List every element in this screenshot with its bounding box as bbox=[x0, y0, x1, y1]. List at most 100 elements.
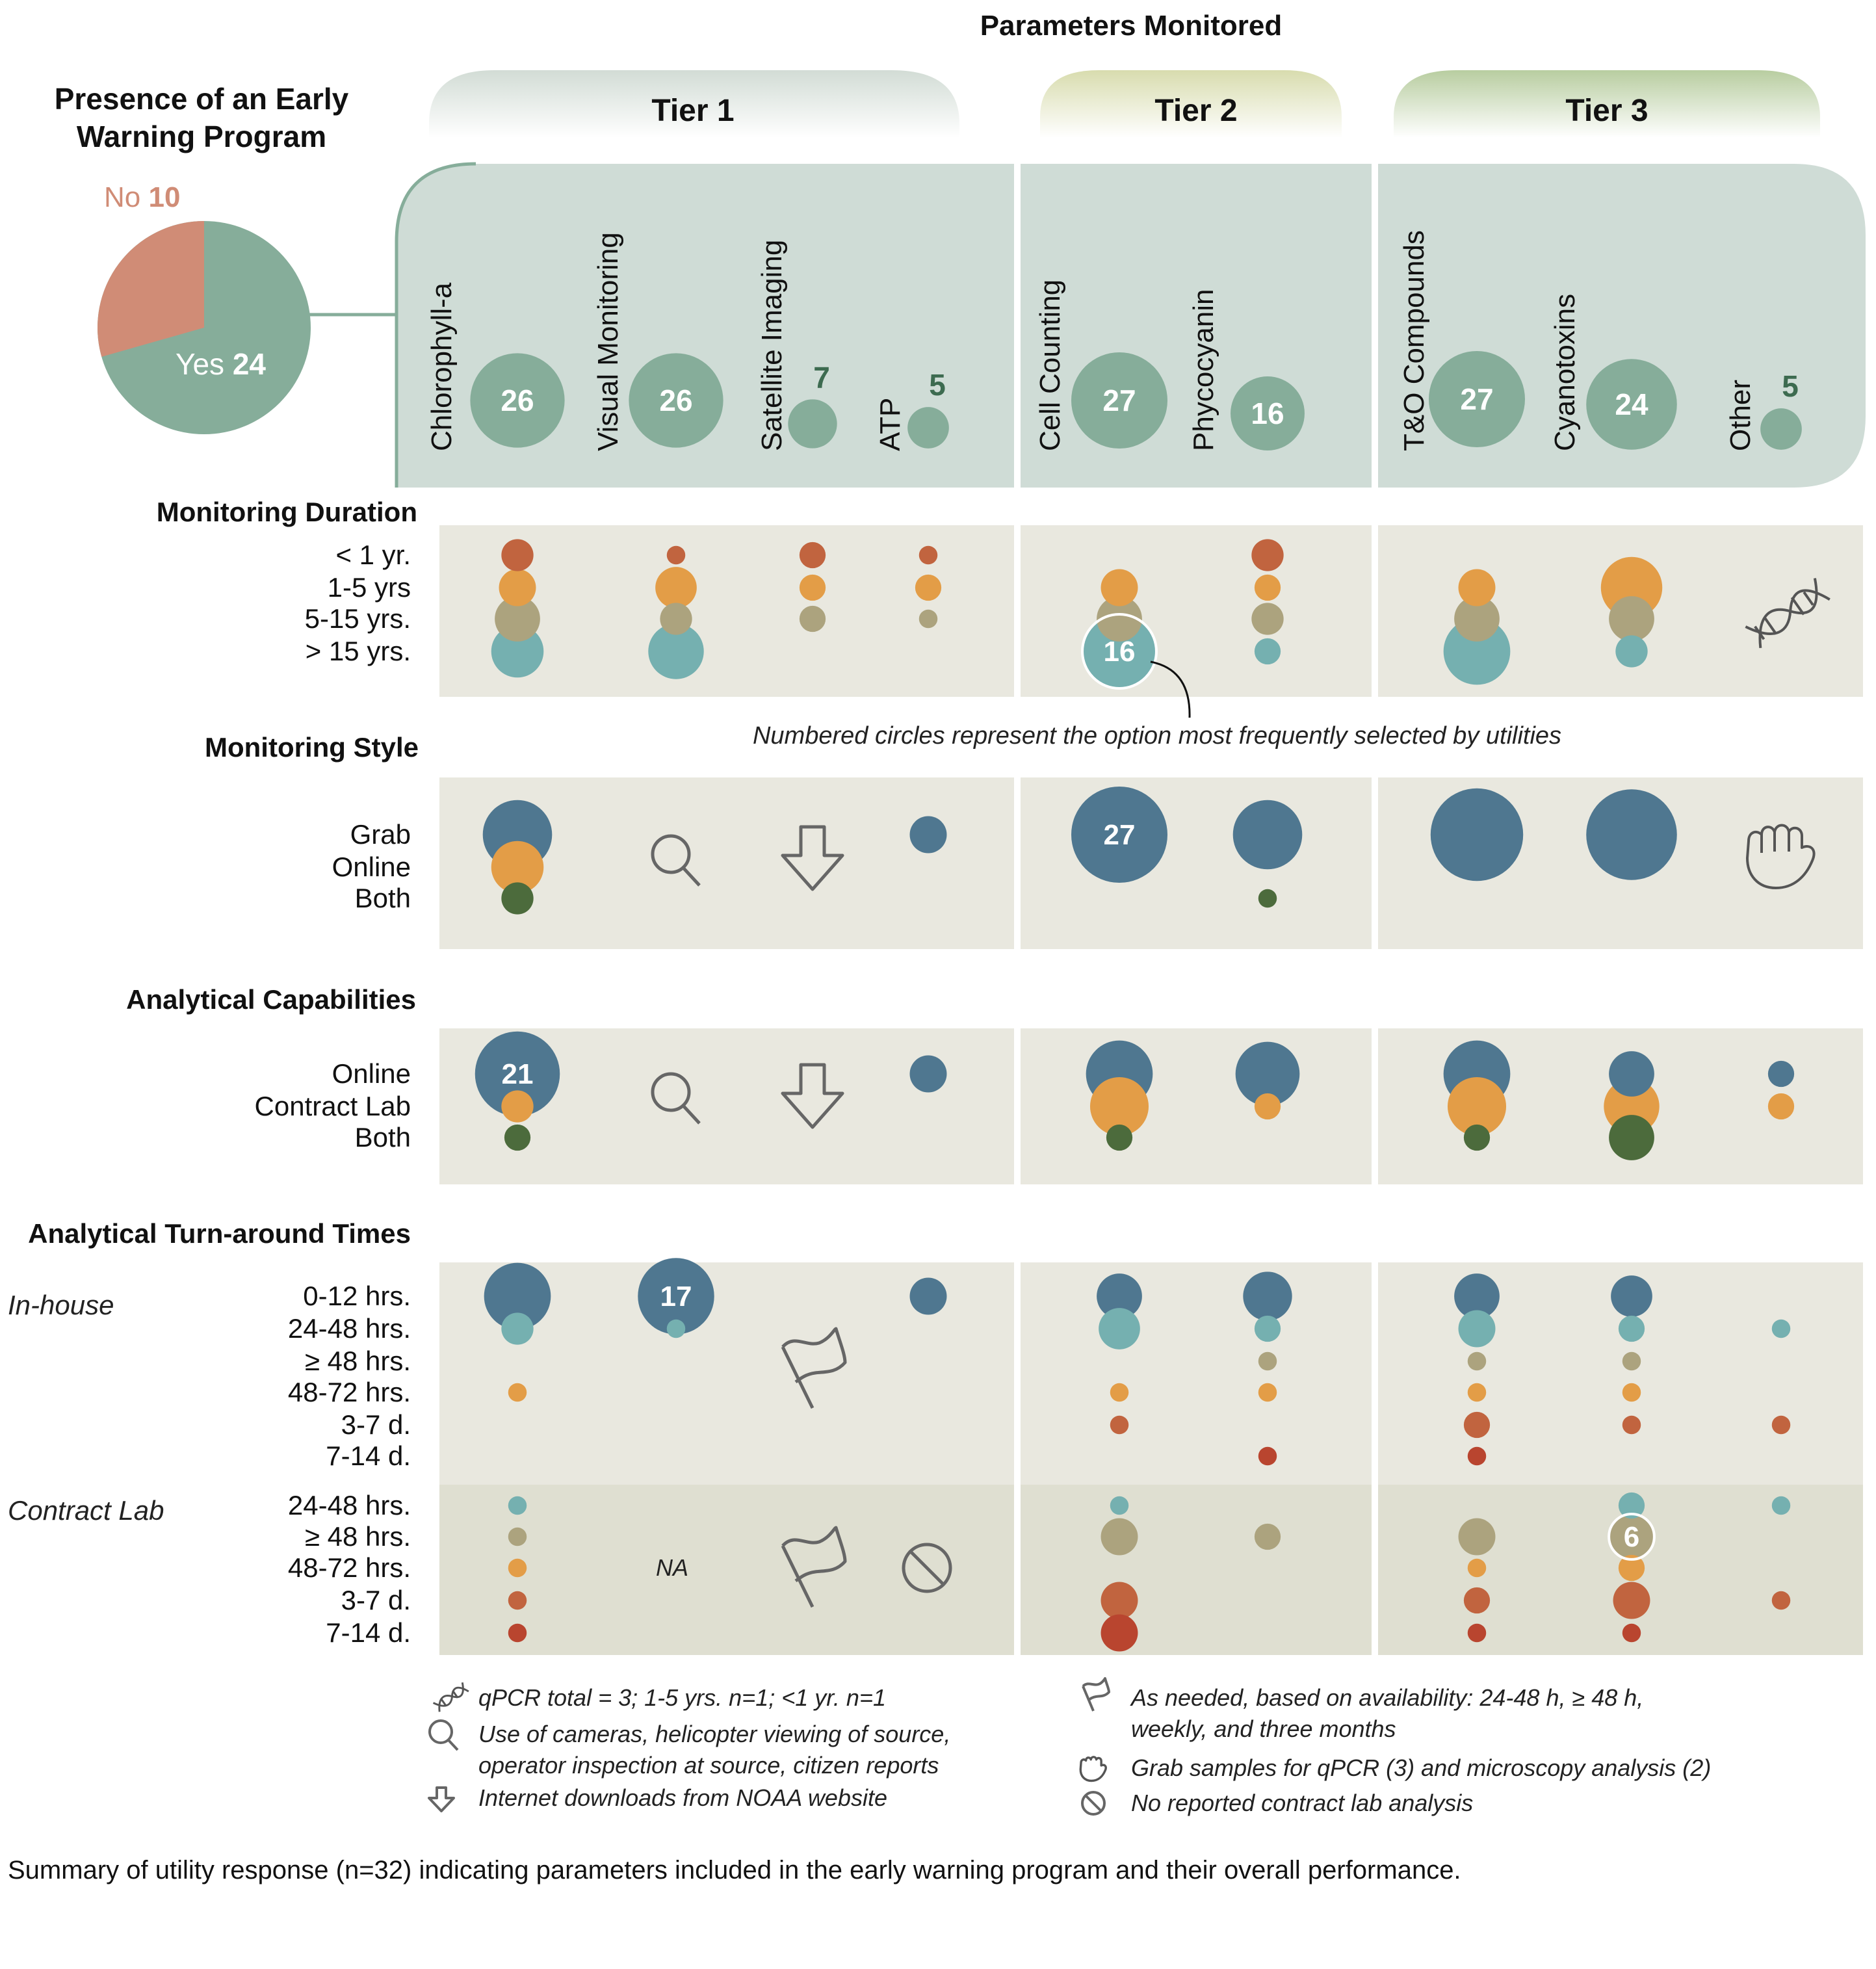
bubble-a1 bbox=[1254, 1093, 1281, 1120]
bubble-d3 bbox=[1615, 635, 1648, 668]
bubble-d2 bbox=[1454, 596, 1500, 642]
bubble-tc0 bbox=[508, 1496, 527, 1515]
legend-visual-text-1: Use of cameras, helicopter viewing of so… bbox=[478, 1721, 950, 1747]
bubble-s0 bbox=[1430, 788, 1524, 881]
parameter-count-label: 26 bbox=[659, 384, 692, 417]
bubble-a0 bbox=[475, 1031, 560, 1117]
bubble-ti3 bbox=[1258, 1383, 1277, 1402]
parameter-count-label: 27 bbox=[1460, 382, 1493, 416]
pie-no-value: 10 bbox=[148, 181, 180, 213]
bubble-a1 bbox=[1767, 1093, 1795, 1120]
legend-internet-text: Internet downloads from NOAA website bbox=[478, 1784, 887, 1811]
bubble-ti4 bbox=[1110, 1415, 1129, 1435]
bubble-s2 bbox=[501, 882, 534, 915]
bubble-tc3 bbox=[1463, 1587, 1491, 1614]
bubble-d3 bbox=[491, 625, 544, 678]
bubble-s2 bbox=[1258, 889, 1277, 908]
no-lab-icon bbox=[902, 1543, 952, 1593]
bubble-ti2 bbox=[1622, 1351, 1641, 1371]
grab-hand-icon bbox=[1746, 824, 1816, 889]
download-arrow-icon-style bbox=[781, 825, 844, 891]
bubble-value-label: 17 bbox=[660, 1281, 692, 1312]
bubble-highlight-ring bbox=[1608, 1513, 1656, 1561]
parameter-count-circle bbox=[1071, 352, 1167, 449]
bubble-tc4 bbox=[1467, 1623, 1487, 1643]
flag-icon-inhouse bbox=[781, 1327, 847, 1409]
parameter-name: Visual Monitoring bbox=[592, 232, 624, 451]
section-panel bbox=[1021, 1485, 1372, 1655]
bubble-ti2 bbox=[1258, 1351, 1277, 1371]
bubble-ti1 bbox=[1618, 1315, 1645, 1342]
bubble-d1 bbox=[799, 574, 826, 601]
bubble-d2 bbox=[1609, 596, 1654, 642]
row-label: < 1 yr. bbox=[335, 540, 411, 570]
pie-no-word: No bbox=[104, 181, 140, 213]
bubble-s0 bbox=[1071, 787, 1167, 883]
row-label: 3-7 d. bbox=[341, 1409, 411, 1440]
pie-yes-label: Yes 24 bbox=[176, 347, 266, 381]
bubble-d1 bbox=[1101, 569, 1138, 606]
bubble-a0 bbox=[909, 1055, 947, 1093]
parameter-columns: Chlorophyll-a 26 Visual Monitoring 26 Satell… bbox=[426, 230, 1802, 451]
figure-caption: Summary of utility response (n=32) indic… bbox=[8, 1856, 1461, 1884]
panel-divider-2 bbox=[1372, 164, 1378, 488]
parameter-name: Cell Counting bbox=[1034, 280, 1066, 451]
bubble-d2 bbox=[660, 603, 692, 635]
bubble-tc1 bbox=[1101, 1518, 1138, 1556]
pie-yes-value: 24 bbox=[233, 347, 267, 381]
section-turnaround-title: Analytical Turn-around Times bbox=[28, 1218, 411, 1249]
parameter-count-label: 5 bbox=[1782, 369, 1799, 403]
row-label: Contract Lab bbox=[255, 1091, 411, 1121]
bubble-a1 bbox=[1089, 1076, 1149, 1136]
legend-asneeded-text-1: As needed, based on availability: 24-48 … bbox=[1130, 1684, 1643, 1711]
tier-3-label: Tier 3 bbox=[1565, 94, 1648, 128]
bubble-value-label: 21 bbox=[502, 1058, 534, 1090]
bubble-ti1 bbox=[1458, 1310, 1496, 1348]
bubble-s0 bbox=[1232, 800, 1303, 870]
magnifier-icon-style bbox=[651, 834, 701, 887]
parameter-count-circle bbox=[1586, 359, 1677, 450]
bubble-ti1 bbox=[666, 1319, 686, 1338]
bubble-d1 bbox=[499, 569, 536, 606]
presence-title-line1: Presence of an Early bbox=[55, 82, 349, 116]
bubble-a2 bbox=[1609, 1115, 1654, 1160]
bubble-tc3 bbox=[1771, 1591, 1791, 1610]
row-label: 1-5 yrs bbox=[328, 572, 411, 603]
section-style-title: Monitoring Style bbox=[205, 732, 419, 763]
tier-2-tab bbox=[1040, 70, 1342, 138]
bubble-s0 bbox=[1586, 789, 1677, 880]
bubble-value-label: 6 bbox=[1624, 1521, 1639, 1553]
bubble-marks: 16 27 21 17 6 bbox=[475, 539, 1795, 1652]
bubble-ti4 bbox=[1771, 1415, 1791, 1435]
parameter-count-circle bbox=[1231, 376, 1305, 450]
bubble-d2 bbox=[799, 605, 826, 632]
parameter-name: Cyanotoxins bbox=[1549, 294, 1581, 451]
bubble-d1 bbox=[915, 574, 942, 601]
legend-qpcr-text: qPCR total = 3; 1-5 yrs. n=1; <1 yr. n=1 bbox=[478, 1684, 886, 1711]
bubble-d2 bbox=[495, 596, 540, 642]
bubble-s0 bbox=[909, 816, 947, 854]
bubble-ti3 bbox=[1110, 1383, 1129, 1402]
section-panel bbox=[1021, 777, 1372, 949]
row-label: 24-48 hrs. bbox=[288, 1490, 411, 1520]
section-panel bbox=[1021, 525, 1372, 697]
tier-1-label: Tier 1 bbox=[651, 94, 734, 128]
parameter-name: Other bbox=[1725, 380, 1756, 451]
bubble-tc3 bbox=[508, 1591, 527, 1610]
row-label: Both bbox=[355, 883, 411, 913]
bubble-s1 bbox=[491, 841, 544, 894]
bubble-d0 bbox=[666, 545, 686, 565]
pie-slice-no bbox=[97, 221, 204, 357]
section-capabilities-title: Analytical Capabilities bbox=[126, 984, 416, 1015]
bubble-highlight-ring bbox=[1081, 613, 1158, 690]
tier-1-tab bbox=[429, 70, 959, 138]
bubble-d0 bbox=[799, 541, 826, 569]
bubble-a0 bbox=[1235, 1041, 1300, 1106]
bubble-ti0 bbox=[909, 1277, 947, 1315]
parameter-count-label: 5 bbox=[929, 368, 946, 402]
bubble-ti4 bbox=[1622, 1415, 1641, 1435]
panel-outline bbox=[395, 162, 476, 488]
bubble-d0 bbox=[501, 539, 534, 571]
row-label: 24-48 hrs. bbox=[288, 1313, 411, 1344]
